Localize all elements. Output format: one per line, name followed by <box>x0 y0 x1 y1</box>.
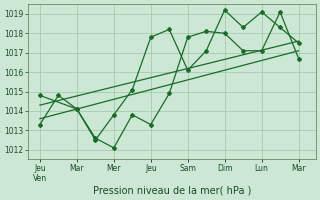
X-axis label: Pression niveau de la mer( hPa ): Pression niveau de la mer( hPa ) <box>92 186 251 196</box>
